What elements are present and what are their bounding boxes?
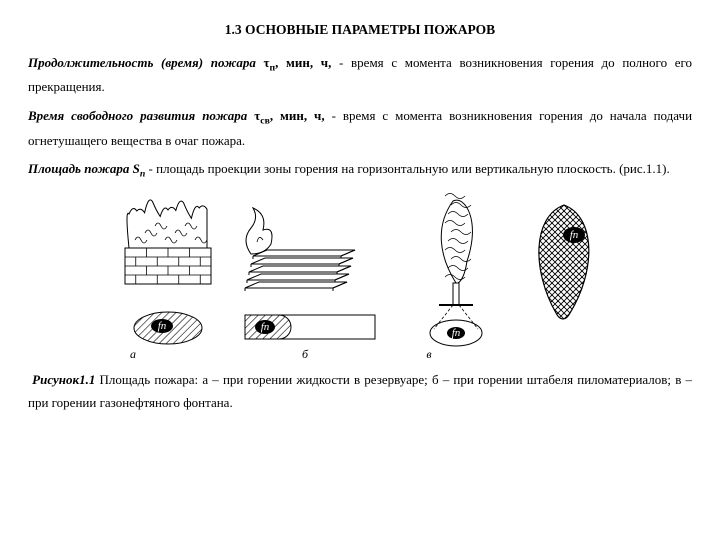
section-title: 1.3 ОСНОВНЫЕ ПАРАМЕТРЫ ПОЖАРОВ	[28, 18, 692, 42]
svg-text:fп: fп	[261, 321, 270, 333]
figure-caption: Рисунок1.1 Площадь пожара: а – при горен…	[28, 369, 692, 415]
svg-text:fп: fп	[570, 229, 579, 241]
caption-head: Рисунок1.1	[32, 372, 99, 387]
page: 1.3 ОСНОВНЫЕ ПАРАМЕТРЫ ПОЖАРОВ Продолжит…	[0, 0, 720, 540]
figure-block: fп а fп б fп в fп	[28, 193, 692, 363]
p2-sym: τсв	[254, 108, 270, 123]
svg-text:а: а	[130, 347, 136, 361]
p1-mid: , мин, ч,	[275, 55, 339, 70]
svg-text:в: в	[426, 347, 431, 361]
para-duration: Продолжительность (время) пожара τп, мин…	[28, 52, 692, 99]
para-free-dev: Время свободного развития пожара τсв, ми…	[28, 105, 692, 152]
p2-lead: Время свободного развития пожара	[28, 108, 254, 123]
p1-sym: τп	[264, 55, 276, 70]
svg-text:fп: fп	[158, 320, 167, 332]
p3-rest: - площадь проекции зоны горения на гориз…	[145, 161, 669, 176]
p2-mid: , мин, ч,	[270, 108, 332, 123]
svg-text:б: б	[302, 347, 309, 361]
caption-rest: Площадь пожара: а – при горении жидкости…	[28, 372, 692, 410]
svg-text:fп: fп	[452, 327, 461, 339]
figure-svg: fп а fп б fп в fп	[90, 193, 630, 363]
p1-lead: Продолжительность (время) пожара	[28, 55, 264, 70]
para-area: Площадь пожара Sп - площадь проекции зон…	[28, 158, 692, 183]
p3-lead: Площадь пожара Sп	[28, 161, 145, 176]
